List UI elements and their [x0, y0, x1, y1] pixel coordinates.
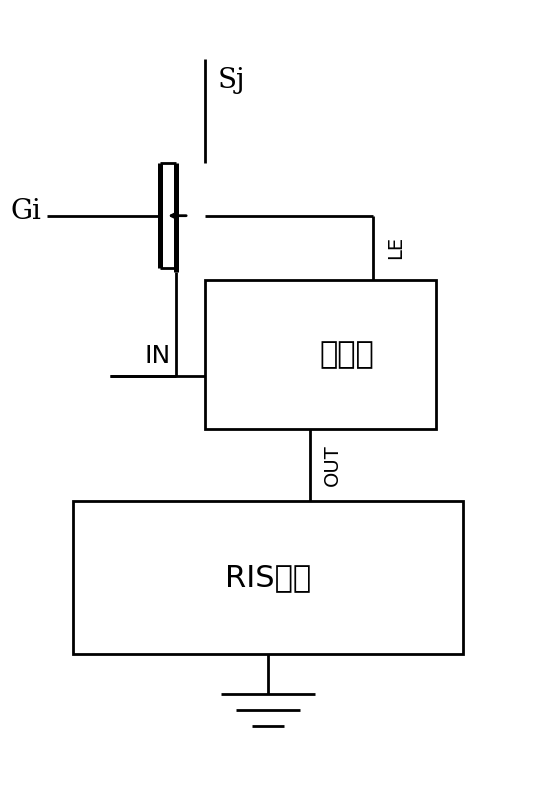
Text: Gi: Gi: [11, 198, 42, 225]
Text: 锁存器: 锁存器: [319, 340, 374, 369]
Text: IN: IN: [144, 345, 170, 368]
Bar: [205, 280, 436, 429]
Text: OUT: OUT: [323, 444, 342, 485]
Bar: [73, 501, 463, 654]
Text: RIS单元: RIS单元: [225, 563, 311, 591]
Text: Sj: Sj: [218, 67, 246, 94]
Text: LE: LE: [387, 236, 405, 260]
